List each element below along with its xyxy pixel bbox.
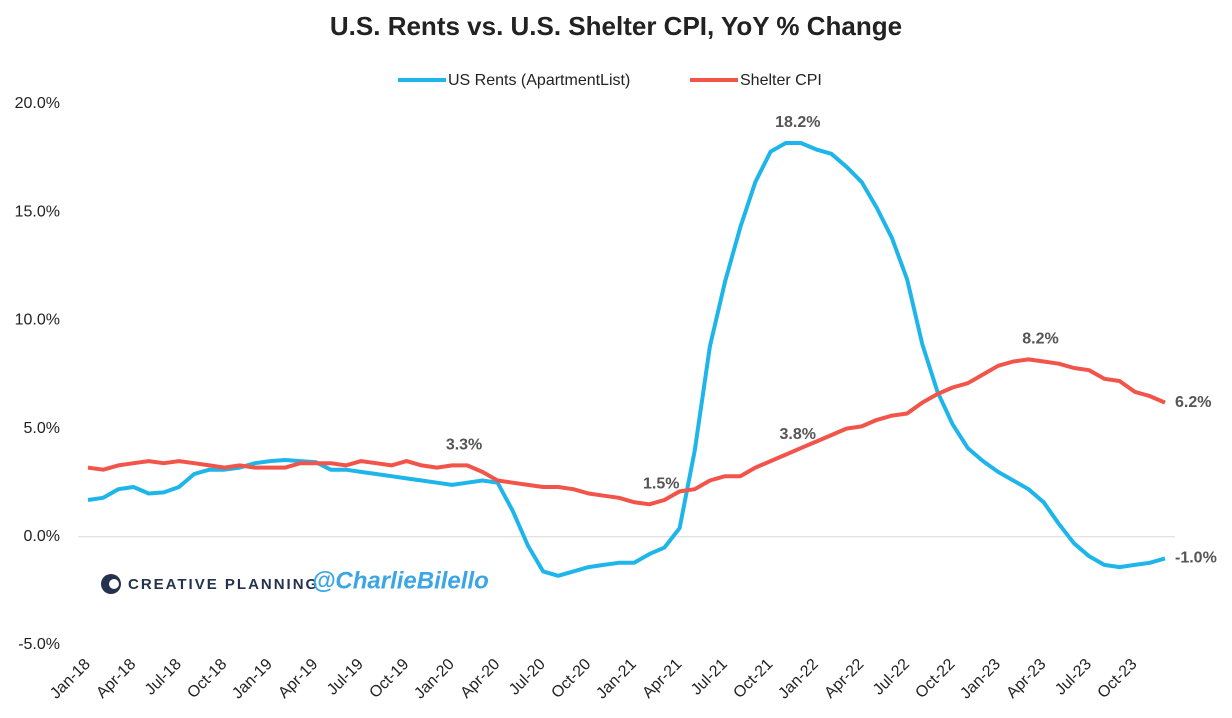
- x-tick-label: Jul-19: [324, 656, 367, 699]
- x-tick-label: Jul-18: [142, 656, 185, 699]
- x-tick-label: Jan-19: [229, 656, 276, 703]
- data-label: 6.2%: [1175, 394, 1211, 411]
- x-tick-label: Oct-20: [548, 656, 594, 702]
- x-tick-label: Jan-20: [411, 656, 458, 703]
- watermark: CREATIVE PLANNING @CharlieBilello: [101, 567, 489, 594]
- x-tick-label: Jan-23: [957, 656, 1004, 703]
- data-label: 3.3%: [446, 437, 482, 454]
- series-line: [87, 357, 1166, 507]
- x-tick-label: Apr-19: [275, 656, 321, 702]
- y-tick-label: 20.0%: [15, 95, 60, 112]
- x-tick-label: Jan-18: [47, 656, 94, 703]
- data-label: 1.5%: [643, 476, 679, 493]
- x-tick-label: Apr-22: [821, 656, 867, 702]
- y-tick-label: -5.0%: [18, 636, 60, 653]
- x-tick-label: Jan-21: [593, 656, 640, 703]
- data-label: 3.8%: [780, 426, 816, 443]
- x-tick-label: Oct-21: [730, 656, 776, 702]
- x-tick-label: Oct-19: [366, 656, 412, 702]
- x-tick-label: Jul-21: [688, 656, 731, 699]
- brand: CREATIVE PLANNING: [128, 576, 319, 593]
- data-label: 18.2%: [775, 114, 820, 131]
- x-tick-label: Jan-22: [775, 656, 822, 703]
- x-tick-label: Apr-23: [1003, 656, 1049, 702]
- chart-title: U.S. Rents vs. U.S. Shelter CPI, YoY % C…: [330, 11, 902, 41]
- x-tick-label: Jul-22: [870, 656, 913, 699]
- x-tick-label: Oct-18: [184, 656, 230, 702]
- y-tick-label: 15.0%: [15, 203, 60, 220]
- logo: [109, 579, 119, 589]
- x-tick-label: Apr-18: [93, 656, 139, 702]
- x-tick-label: Jul-23: [1052, 656, 1095, 699]
- x-tick-label: Apr-20: [457, 656, 503, 702]
- y-tick-label: 10.0%: [15, 312, 60, 329]
- legend-label: US Rents (ApartmentList): [448, 72, 630, 89]
- y-tick-label: 0.0%: [24, 528, 60, 545]
- x-tick-label: Oct-22: [912, 656, 958, 702]
- data-label: 8.2%: [1022, 331, 1058, 348]
- y-tick-label: 5.0%: [24, 420, 60, 437]
- legend-label: Shelter CPI: [740, 72, 822, 89]
- x-tick-label: Jul-20: [506, 656, 549, 699]
- x-tick-label: Apr-21: [639, 656, 685, 702]
- series-line: [87, 141, 1166, 578]
- x-tick-label: Oct-23: [1095, 656, 1141, 702]
- data-label: -1.0%: [1175, 550, 1217, 567]
- handle: @CharlieBilello: [312, 567, 489, 594]
